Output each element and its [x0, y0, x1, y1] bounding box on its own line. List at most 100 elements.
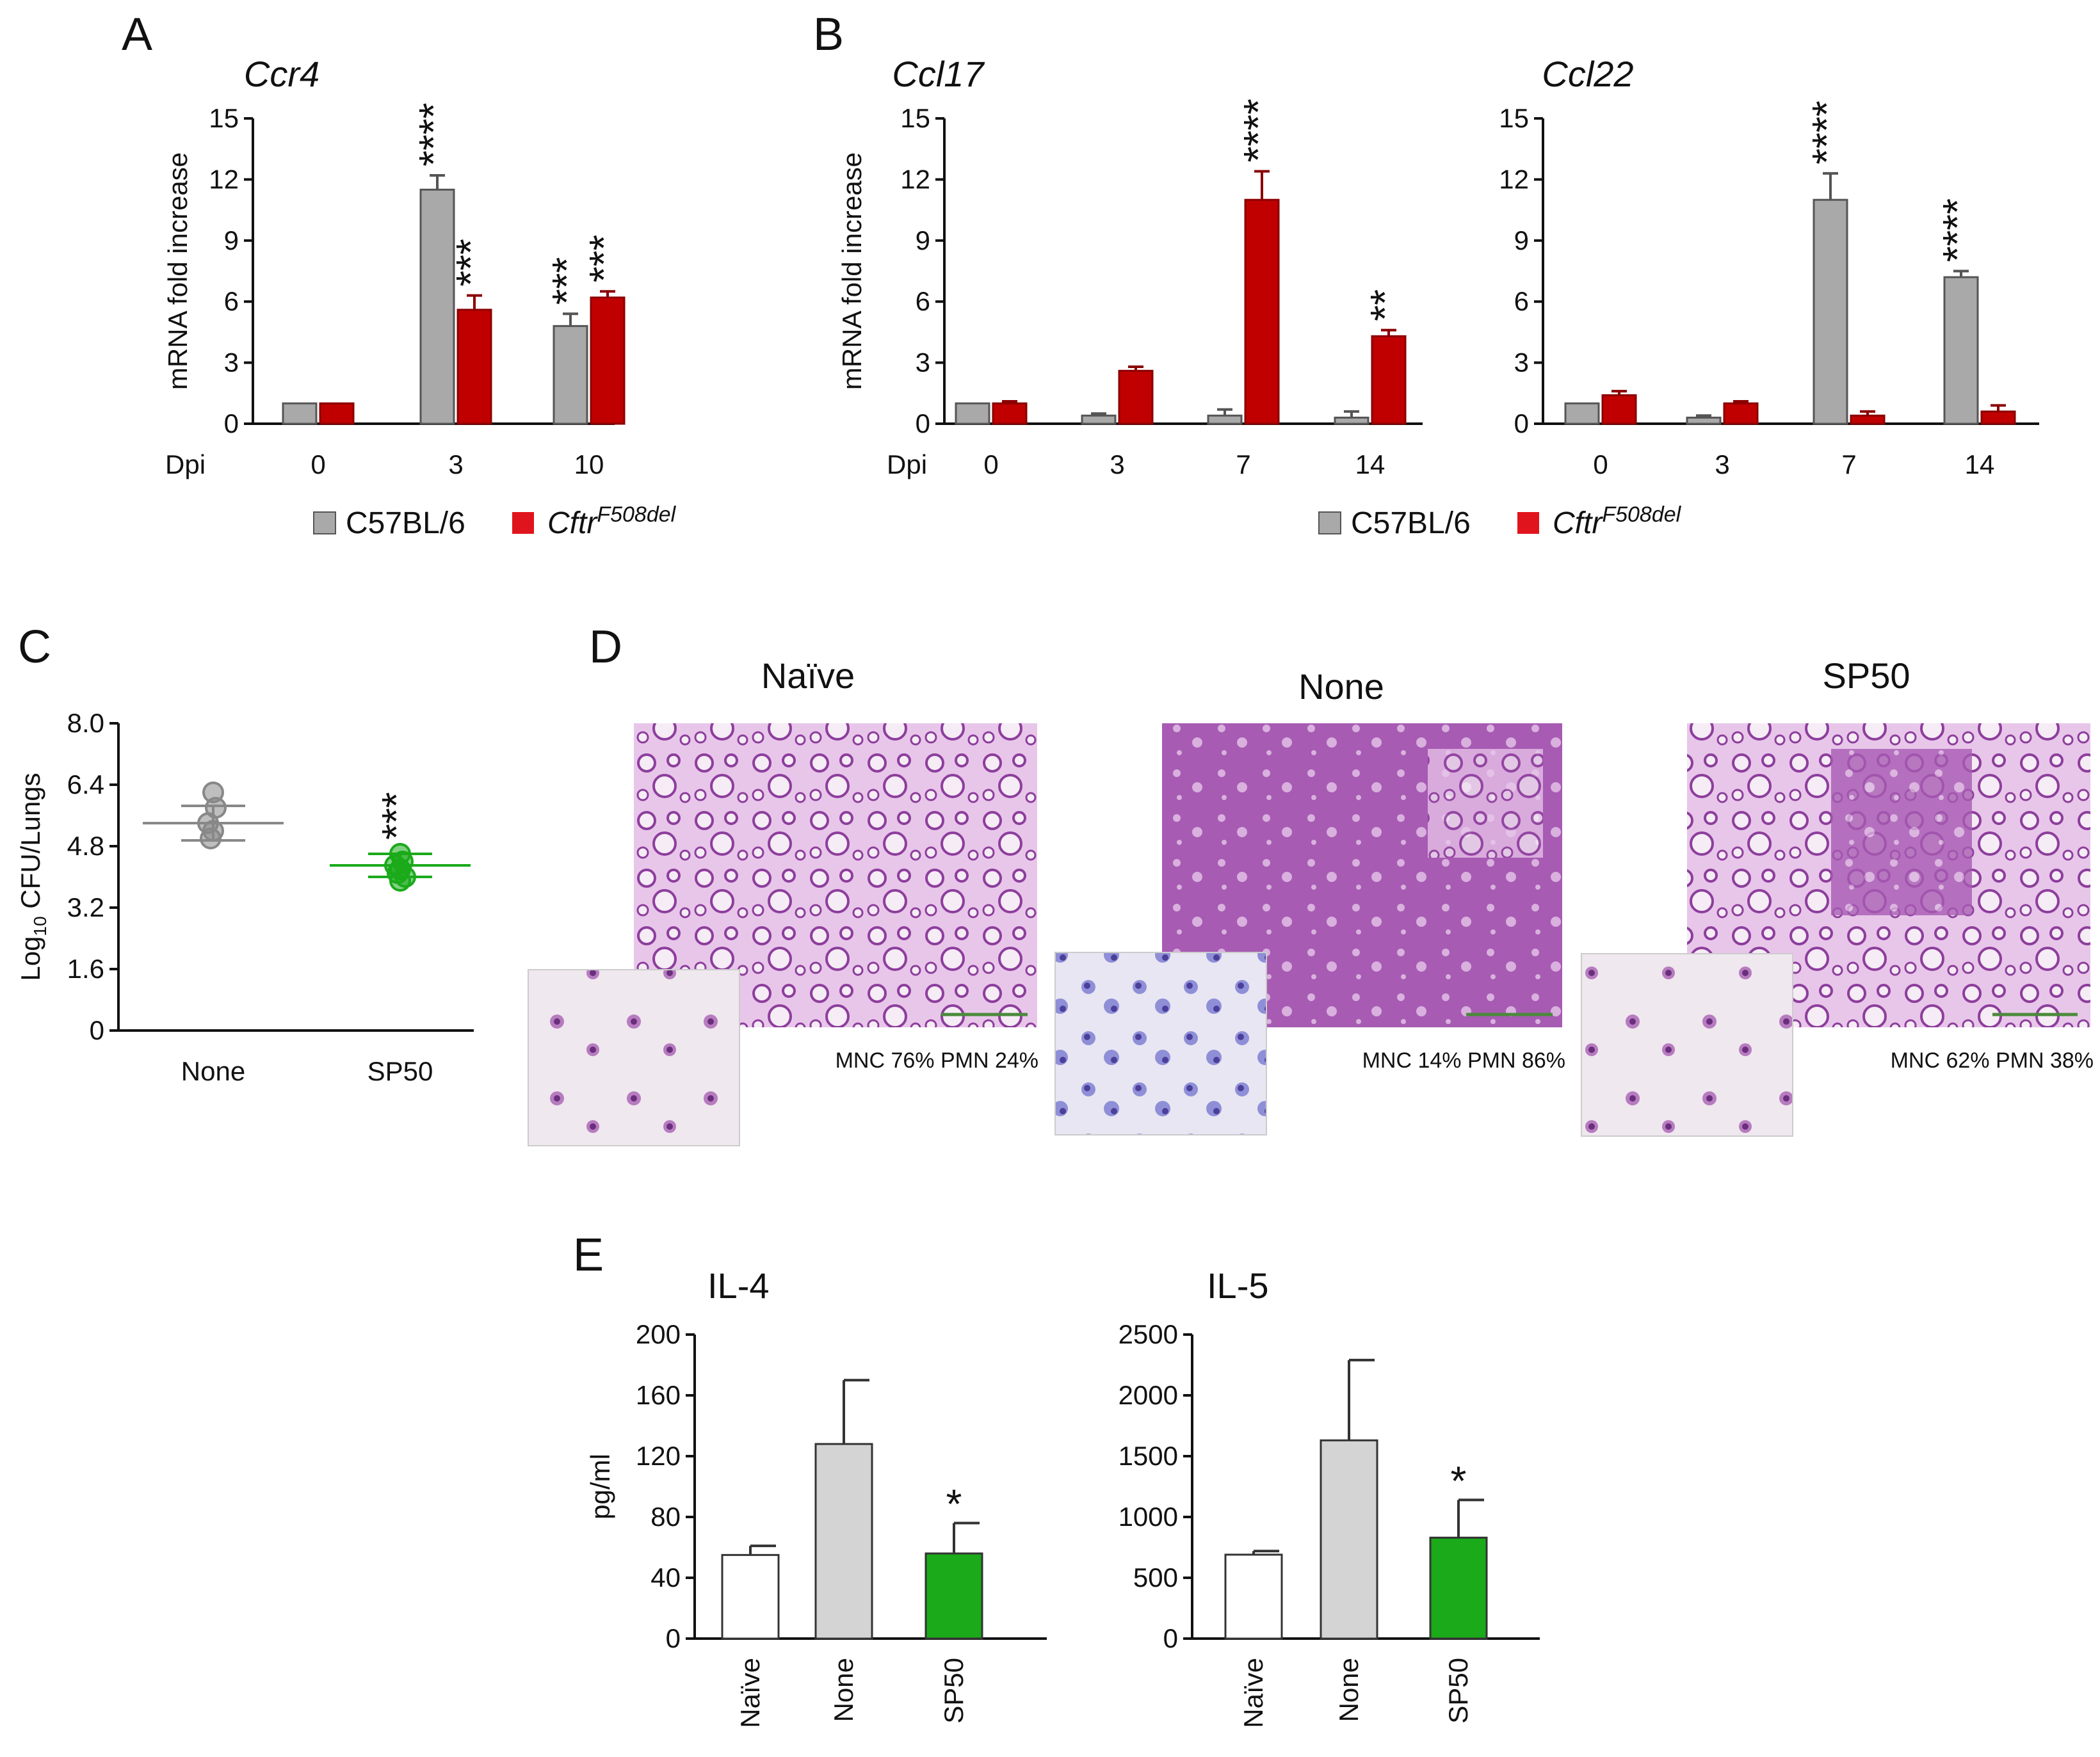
histology-none: None MNC 14% PMN 86%	[1054, 666, 1565, 1135]
y-tick-label: 9	[916, 225, 930, 255]
x-tick-label: 10	[574, 449, 604, 479]
x-tick-label: 0	[983, 449, 998, 479]
y-tick-label: 1000	[1119, 1502, 1178, 1532]
y-tick-label: 6.4	[67, 769, 104, 799]
panel-label-c: C	[18, 622, 51, 673]
histology-sp50: SP50 MNC 62% PMN 38%	[1581, 655, 2094, 1137]
y-tick-label: 0	[224, 408, 239, 438]
x-tick-label: 3	[448, 449, 463, 479]
x-tick-label: 7	[1841, 449, 1856, 479]
cell-percentage-caption: MNC 14% PMN 86%	[1362, 1048, 1565, 1073]
significance-stars: ***	[581, 235, 627, 283]
y-tick-label: 0	[1514, 408, 1529, 438]
bar	[1429, 1536, 1488, 1640]
significance-stars: **	[1362, 289, 1408, 321]
y-tick-label: 160	[636, 1380, 681, 1410]
x-tick-label: 3	[1110, 449, 1124, 479]
significance-stars: ****	[410, 102, 456, 166]
y-tick-label: 15	[900, 103, 930, 133]
chart-title: Ccr4	[244, 54, 319, 94]
bar-cftr	[456, 309, 492, 425]
x-tick-label: SP50	[368, 1056, 433, 1086]
y-tick-label: 200	[636, 1319, 681, 1349]
legend-label-cftr: CftrF508del	[1553, 502, 1682, 540]
bar-c57	[1813, 198, 1848, 425]
y-tick-label: 4.8	[67, 831, 104, 861]
significance-stars: ***	[448, 239, 494, 287]
significance-stars: ***	[544, 257, 590, 305]
y-tick-label: 120	[636, 1441, 681, 1471]
bar-c57	[1334, 416, 1369, 425]
panel-label-a: A	[122, 9, 152, 60]
y-tick-label: 2500	[1119, 1319, 1178, 1349]
chart-title: Ccl17	[892, 54, 985, 94]
y-tick-label: 0	[1163, 1623, 1178, 1653]
y-axis-label: mRNA fold increase	[163, 152, 193, 390]
il5-chart: 0 500 1000 1500 2000 2500 IL-5 Naïve None SP50 *	[1119, 1265, 1540, 1728]
bar-c57	[553, 325, 588, 425]
histology-title: SP50	[1823, 655, 1910, 696]
y-tick-label: 0	[90, 1015, 104, 1045]
y-tick-label: 0	[916, 408, 930, 438]
bar	[1320, 1439, 1378, 1640]
y-tick-label: 3	[916, 348, 930, 378]
y-tick-label: 3.2	[67, 892, 104, 922]
bal-cytology-inset	[528, 969, 740, 1146]
legend-label-cftr: CftrF508del	[547, 502, 677, 540]
y-tick-label: 1.6	[67, 954, 104, 984]
bar-c57	[1564, 402, 1600, 425]
x-tick-label: SP50	[939, 1658, 969, 1724]
bar-c57	[419, 188, 455, 425]
bal-cytology-inset	[1054, 952, 1267, 1135]
x-tick-label: SP50	[1443, 1658, 1473, 1724]
panel-label-b: B	[813, 9, 844, 60]
significance-stars: ***	[373, 792, 419, 840]
x-tick-label: 0	[1593, 449, 1608, 479]
x-tick-label: None	[181, 1056, 245, 1086]
bar-cftr	[1118, 369, 1154, 425]
panel-label-d: D	[589, 622, 622, 673]
y-tick-label: 80	[650, 1502, 681, 1532]
y-axis-label: Log10 CFU/Lungs	[15, 773, 50, 981]
significance-stars: *	[946, 1481, 962, 1527]
histology-naive: Naïve MNC 76% PMN 24%	[528, 655, 1038, 1146]
legend-swatch-cftr	[1517, 512, 1539, 534]
bar-cftr	[590, 296, 626, 425]
bar-cftr	[1723, 402, 1759, 425]
bar-cftr	[992, 402, 1028, 425]
bar-cftr	[1980, 410, 2016, 425]
y-tick-label: 15	[209, 103, 239, 133]
legend-a: C57BL/6 CftrF508del	[313, 502, 677, 540]
x-tick-label: 14	[1355, 449, 1385, 479]
chart-title: IL-4	[707, 1265, 770, 1306]
bar-cftr	[1850, 414, 1886, 425]
legend-label-c57: C57BL/6	[1351, 506, 1471, 540]
significance-stars: ****	[1804, 100, 1850, 164]
x-tick-label: 7	[1236, 449, 1250, 479]
cfu-scatter-chart: 0 1.6 3.2 4.8 6.4 8.0 Log10 CFU/Lungs None SP50 *…	[15, 708, 474, 1086]
bar	[721, 1553, 780, 1640]
y-tick-label: 1500	[1119, 1441, 1178, 1471]
x-tick-label: 0	[311, 449, 325, 479]
bar-c57	[1943, 276, 1979, 425]
cell-percentage-caption: MNC 62% PMN 38%	[1891, 1048, 2094, 1073]
y-tick-label: 0	[666, 1623, 681, 1653]
x-tick-label: None	[1334, 1658, 1364, 1722]
bar	[925, 1552, 983, 1640]
significance-stars: ****	[1934, 198, 1980, 262]
legend-label-c57: C57BL/6	[346, 506, 465, 540]
legend-b: C57BL/6 CftrF508del	[1318, 502, 1682, 540]
y-tick-label: 9	[1514, 225, 1529, 255]
x-tick-label: Naïve	[735, 1658, 765, 1728]
y-tick-label: 3	[224, 348, 239, 378]
y-tick-label: 500	[1133, 1562, 1178, 1593]
x-tick-label: 3	[1715, 449, 1729, 479]
y-tick-label: 8.0	[67, 708, 104, 738]
chart-title: IL-5	[1207, 1265, 1269, 1306]
bar-cftr	[1244, 198, 1280, 425]
data-point	[200, 828, 222, 849]
bar-cftr	[319, 402, 355, 425]
